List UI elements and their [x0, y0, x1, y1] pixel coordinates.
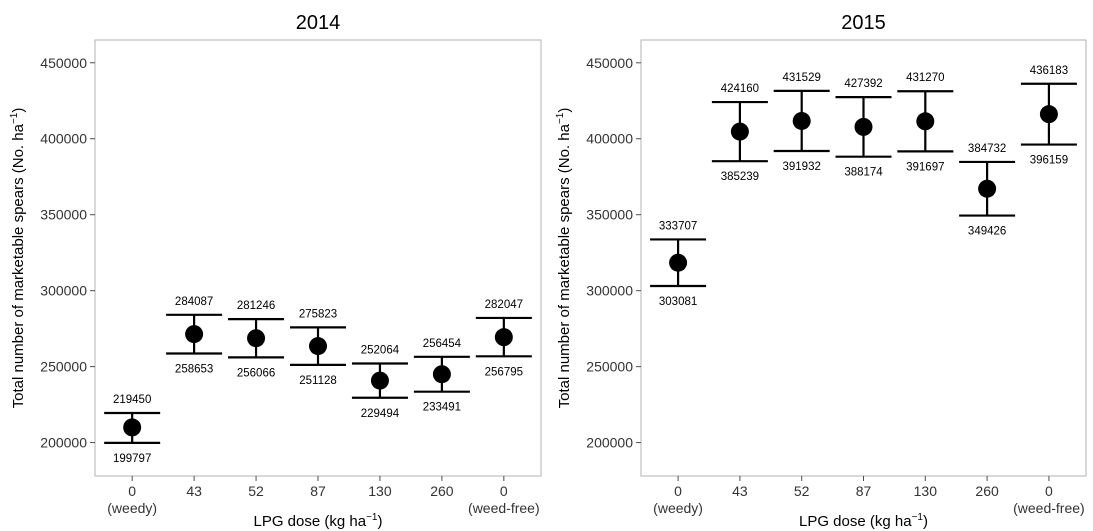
- lower-value-label: 258653: [175, 363, 213, 375]
- x-tick-label: 43: [732, 483, 748, 499]
- data-point: [916, 112, 935, 131]
- data-point: [185, 325, 204, 344]
- y-tick-label: 300000: [586, 283, 633, 299]
- lower-value-label: 251128: [299, 375, 337, 387]
- y-tick-label: 250000: [586, 359, 633, 375]
- data-point: [730, 122, 749, 141]
- y-tick-label: 350000: [40, 207, 87, 223]
- lower-value-label: 199797: [113, 453, 151, 465]
- y-axis-label: Total number of marketable spears (No. h…: [9, 108, 27, 409]
- x-tick-label: 52: [794, 483, 810, 499]
- data-point: [669, 253, 688, 272]
- y-tick-label: 200000: [40, 435, 87, 451]
- y-tick-label: 350000: [586, 207, 633, 223]
- y-tick-label: 400000: [40, 131, 87, 147]
- x-tick-label: (weed-free): [1013, 500, 1085, 516]
- x-tick-label: (weedy): [107, 500, 157, 516]
- data-point: [792, 111, 811, 130]
- chart-title: 2014: [296, 12, 341, 34]
- upper-value-label: 219450: [113, 394, 151, 406]
- lower-value-label: 256066: [237, 367, 275, 379]
- y-tick-label: 200000: [586, 435, 633, 451]
- x-tick-label: 260: [430, 483, 454, 499]
- upper-value-label: 431270: [906, 72, 944, 84]
- x-tick-label: 260: [975, 483, 999, 499]
- data-point: [247, 329, 266, 348]
- data-point: [1039, 105, 1058, 124]
- x-tick-label: 0: [1045, 483, 1053, 499]
- data-point: [432, 365, 451, 384]
- lower-value-label: 396159: [1030, 155, 1068, 167]
- upper-value-label: 333707: [659, 220, 697, 232]
- x-tick-label: 43: [186, 483, 202, 499]
- data-point: [494, 328, 513, 347]
- lower-value-label: 233491: [423, 402, 461, 414]
- lower-value-label: 349426: [968, 226, 1006, 238]
- upper-value-label: 282047: [485, 299, 523, 311]
- lower-value-label: 391932: [783, 161, 821, 173]
- upper-value-label: 284087: [175, 296, 213, 308]
- upper-value-label: 281246: [237, 300, 275, 312]
- lower-value-label: 303081: [659, 296, 697, 308]
- lower-value-label: 229494: [361, 408, 400, 420]
- upper-value-label: 427392: [844, 78, 882, 90]
- upper-value-label: 431529: [783, 72, 821, 84]
- upper-value-label: 252064: [361, 344, 400, 356]
- upper-value-label: 256454: [423, 338, 462, 350]
- x-axis-label: LPG dose (kg ha−1): [254, 512, 383, 530]
- x-tick-label: 87: [856, 483, 872, 499]
- x-tick-label: 87: [310, 483, 326, 499]
- y-tick-label: 450000: [586, 55, 633, 71]
- lower-value-label: 256795: [485, 366, 523, 378]
- y-tick-label: 300000: [40, 283, 87, 299]
- y-tick-label: 450000: [40, 55, 87, 71]
- lower-value-label: 391697: [906, 161, 944, 173]
- y-tick-label: 250000: [40, 359, 87, 375]
- plot-frame: [94, 39, 542, 477]
- x-axis-label: LPG dose (kg ha−1): [799, 512, 928, 530]
- lower-value-label: 385239: [721, 171, 759, 183]
- data-point: [854, 117, 873, 136]
- y-tick-label: 400000: [586, 131, 633, 147]
- x-tick-label: (weedy): [653, 500, 703, 516]
- x-tick-label: (weed-free): [468, 500, 540, 516]
- chart-title: 2015: [841, 12, 886, 34]
- x-tick-label: 52: [248, 483, 264, 499]
- upper-value-label: 424160: [721, 83, 759, 95]
- x-tick-label: 0: [674, 483, 682, 499]
- data-point: [309, 337, 327, 356]
- data-point: [978, 179, 997, 198]
- x-tick-label: 0: [500, 483, 508, 499]
- x-tick-label: 130: [368, 483, 392, 499]
- x-tick-label: 130: [914, 483, 938, 499]
- y-axis-label: Total number of marketable spears (No. h…: [555, 108, 573, 409]
- upper-value-label: 275823: [299, 308, 337, 320]
- lower-value-label: 388174: [844, 167, 883, 179]
- data-point: [370, 371, 389, 390]
- upper-value-label: 384732: [968, 143, 1006, 155]
- x-tick-label: 0: [128, 483, 136, 499]
- data-point: [123, 418, 142, 437]
- panel-2014: 2014 200000 250000 300000 350000 400000 450000…: [9, 12, 542, 530]
- upper-value-label: 436183: [1030, 65, 1068, 77]
- panel-2015: 2015 200000 250000 300000 350000 400000 450000…: [555, 12, 1087, 530]
